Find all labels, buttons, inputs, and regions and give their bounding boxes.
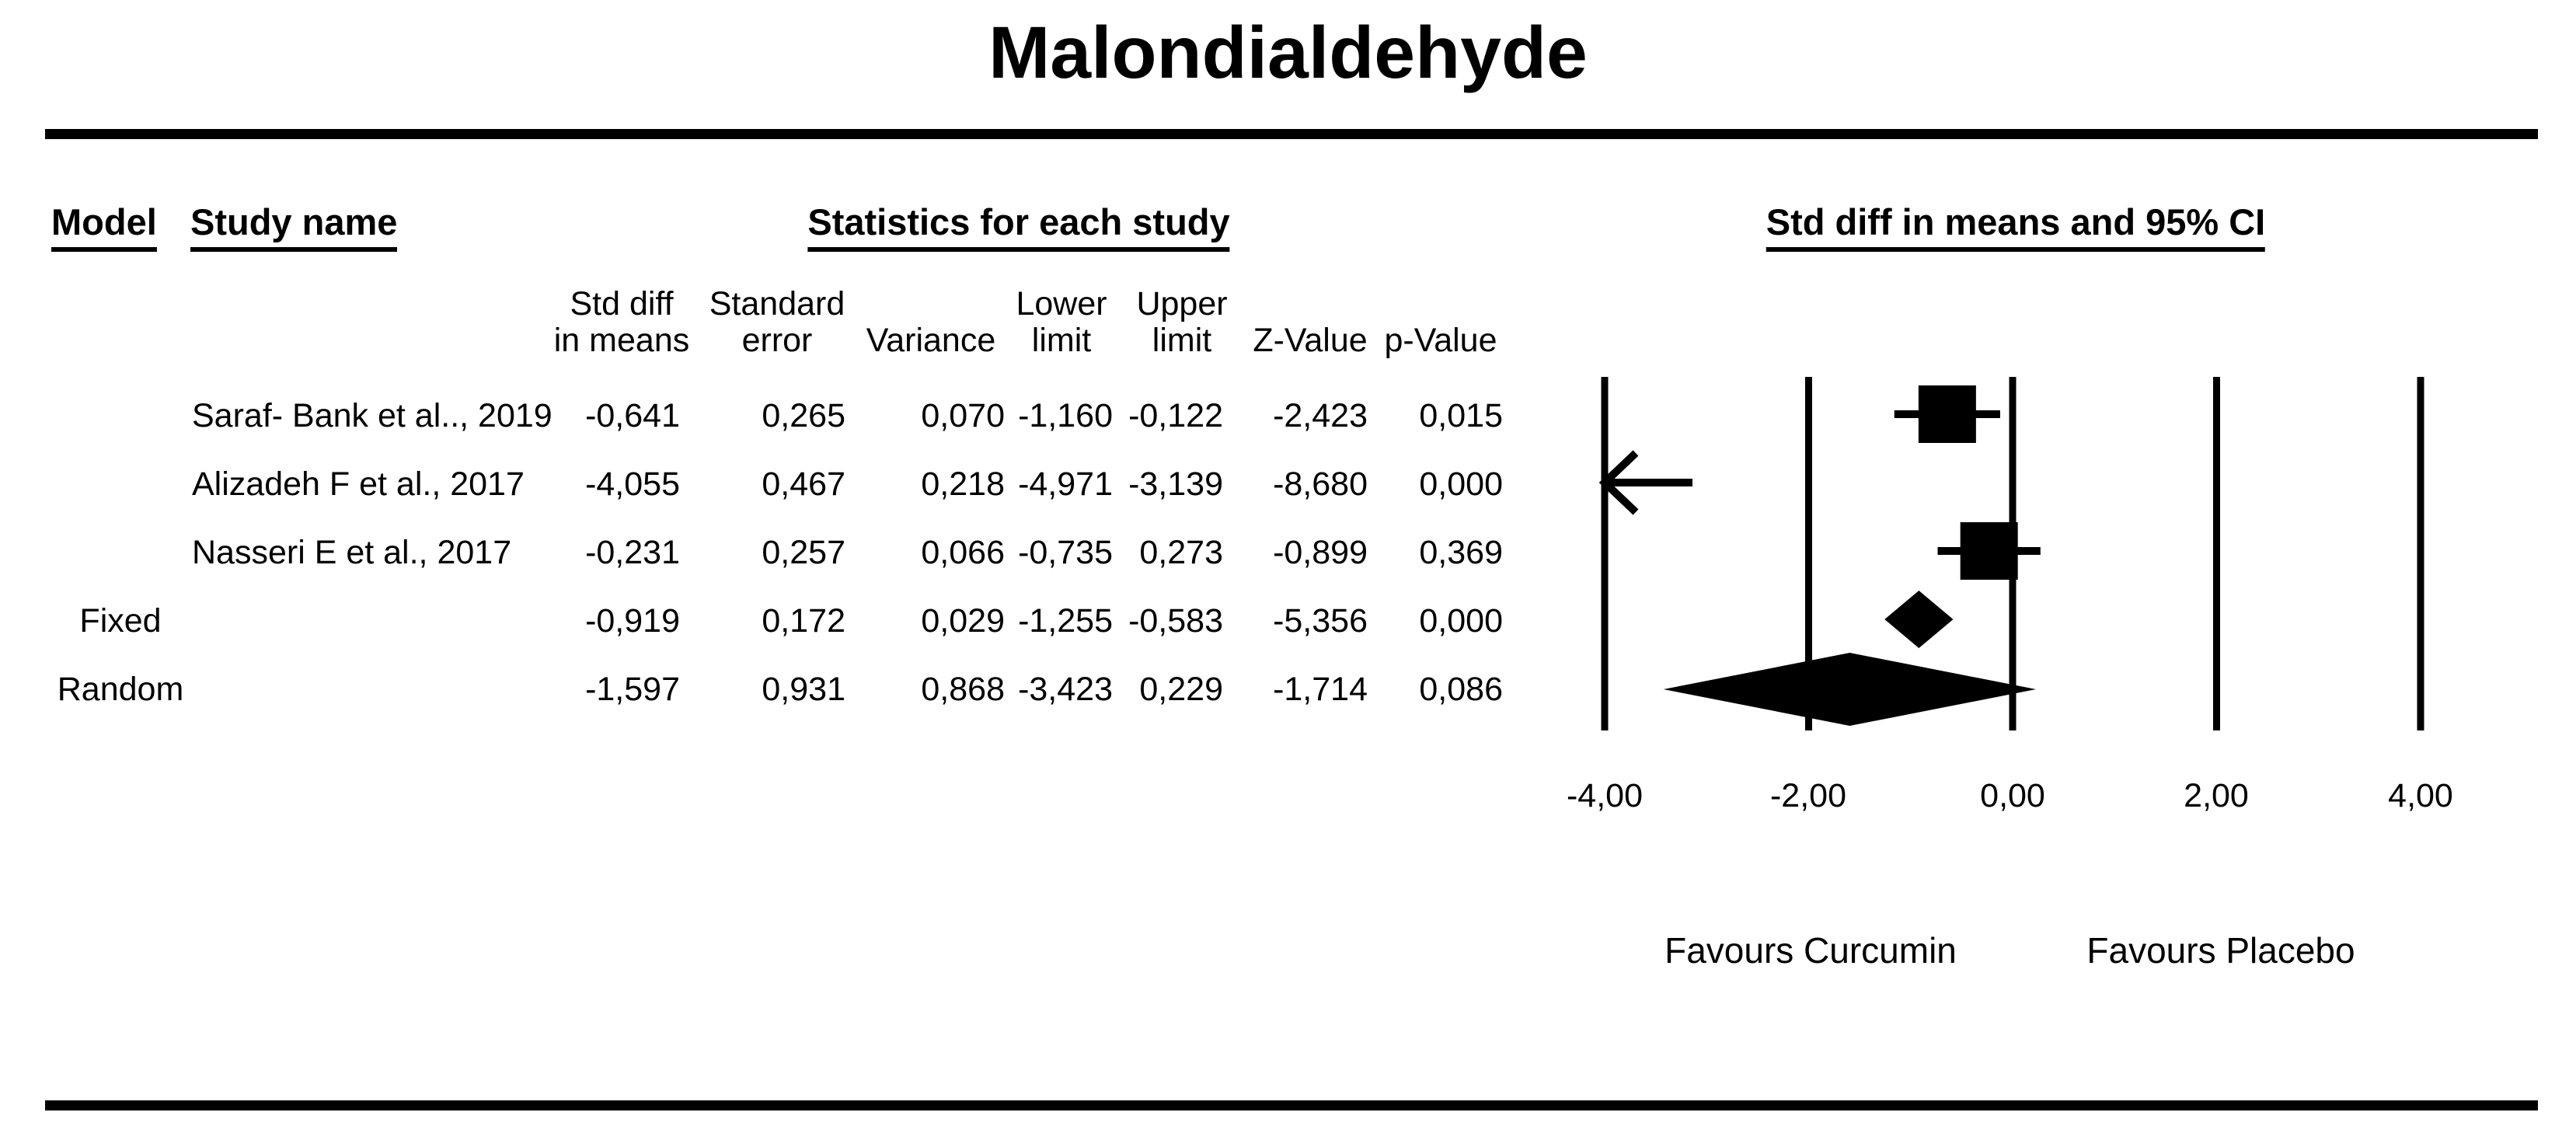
cell-lower-limit: -4,971: [1018, 465, 1113, 503]
column-header-standard-error: Standard error: [709, 286, 845, 359]
cell-z-value: -1,714: [1273, 671, 1368, 708]
cell-variance: 0,029: [921, 602, 1005, 640]
axis-tick-label: 0,00: [1980, 777, 2045, 814]
study-column-header: Study name: [190, 200, 398, 252]
cell-standard-error: 0,172: [762, 602, 845, 640]
column-header-upper-limit: Upper limit: [1136, 286, 1227, 359]
table-row: Fixed -0,919 0,172 0,029 -1,255 -0,583 -…: [0, 601, 2576, 641]
model-cell: Fixed: [79, 602, 162, 640]
bottom-rule: [45, 1100, 2538, 1110]
pooled-diamond: [1663, 653, 2037, 726]
estimate-square: [1960, 522, 2018, 580]
cell-z-value: -2,423: [1273, 397, 1368, 434]
cell-p-value: 0,369: [1419, 534, 1503, 571]
ci-arrow-left: [1598, 450, 1639, 515]
cell-lower-limit: -3,423: [1018, 671, 1113, 708]
column-header-line: limit: [1031, 322, 1092, 359]
statistics-group-header: Statistics for each study: [807, 200, 1230, 252]
model-column-header-label: Model: [51, 200, 157, 252]
cell-std-diff: -4,055: [585, 465, 680, 503]
cell-variance: 0,066: [921, 534, 1005, 571]
column-header-std-diff: Std diff in means: [554, 286, 689, 359]
plot-header-label: Std diff in means and 95% CI: [1766, 200, 2266, 252]
cell-variance: 0,868: [921, 671, 1005, 708]
model-cell: Random: [57, 671, 184, 708]
column-header-line: Standard: [709, 285, 845, 322]
column-header-line: error: [741, 322, 813, 359]
cell-z-value: -0,899: [1273, 534, 1368, 571]
cell-upper-limit: 0,229: [1139, 671, 1223, 708]
top-rule: [45, 129, 2538, 139]
column-header-z-value: Z-Value: [1253, 286, 1367, 359]
pooled-diamond: [1884, 591, 1954, 648]
axis-tick-label: -4,00: [1566, 777, 1644, 814]
cell-upper-limit: -3,139: [1128, 465, 1223, 503]
study-name-cell: Saraf- Bank et al.., 2019: [192, 397, 552, 434]
cell-z-value: -8,680: [1273, 465, 1368, 503]
study-name-cell: Alizadeh F et al., 2017: [192, 465, 525, 503]
column-header-line: Std diff: [570, 285, 674, 322]
cell-standard-error: 0,257: [762, 534, 845, 571]
cell-p-value: 0,000: [1419, 602, 1503, 640]
cell-standard-error: 0,931: [762, 671, 845, 708]
table-row: Random -1,597 0,931 0,868 -3,423 0,229 -…: [0, 669, 2576, 709]
column-header-line: Z-Value: [1253, 322, 1368, 359]
axis-tick-label: 4,00: [2388, 777, 2453, 814]
table-row: Alizadeh F et al., 2017 -4,055 0,467 0,2…: [0, 464, 2576, 504]
cell-variance: 0,070: [921, 397, 1005, 434]
axis-tick-label: -2,00: [1769, 777, 1847, 814]
cell-lower-limit: -1,255: [1018, 602, 1113, 640]
column-header-line: Variance: [866, 322, 996, 359]
page-title: Malondialdehyde: [988, 12, 1588, 94]
column-header-line: Lower: [1016, 285, 1107, 322]
axis-tick-label: 2,00: [2184, 777, 2249, 814]
cell-variance: 0,218: [921, 465, 1005, 503]
cell-standard-error: 0,467: [762, 465, 845, 503]
column-header-line: limit: [1152, 322, 1212, 359]
cell-std-diff: -1,597: [585, 671, 680, 708]
column-header-lower-limit: Lower limit: [1016, 286, 1107, 359]
column-header-variance: Variance: [866, 286, 996, 359]
cell-std-diff: -0,919: [585, 602, 680, 640]
table-row: Nasseri E et al., 2017 -0,231 0,257 0,06…: [0, 532, 2576, 573]
column-header-line: Upper: [1136, 285, 1228, 322]
column-header-p-value: p-Value: [1384, 286, 1497, 359]
cell-upper-limit: -0,583: [1128, 602, 1223, 640]
cell-z-value: -5,356: [1273, 602, 1368, 640]
study-column-header-label: Study name: [190, 200, 398, 252]
statistics-group-header-label: Statistics for each study: [807, 200, 1230, 252]
cell-p-value: 0,086: [1419, 671, 1503, 708]
plot-header: Std diff in means and 95% CI: [1766, 200, 2266, 252]
table-row: Saraf- Bank et al.., 2019 -0,641 0,265 0…: [0, 396, 2576, 436]
column-header-line: in means: [553, 322, 690, 359]
cell-std-diff: -0,231: [585, 534, 680, 571]
favours-right-label: Favours Placebo: [2086, 930, 2355, 971]
cell-p-value: 0,015: [1419, 397, 1503, 434]
cell-lower-limit: -1,160: [1018, 397, 1113, 434]
cell-upper-limit: 0,273: [1139, 534, 1223, 571]
favours-left-label: Favours Curcumin: [1664, 930, 1957, 971]
cell-upper-limit: -0,122: [1128, 397, 1223, 434]
study-name-cell: Nasseri E et al., 2017: [192, 534, 512, 571]
model-column-header: Model: [51, 200, 157, 252]
column-header-line: p-Value: [1384, 322, 1497, 359]
estimate-square: [1918, 385, 1976, 443]
cell-standard-error: 0,265: [762, 397, 845, 434]
cell-lower-limit: -0,735: [1018, 534, 1113, 571]
cell-p-value: 0,000: [1419, 465, 1503, 503]
cell-std-diff: -0,641: [585, 397, 680, 434]
